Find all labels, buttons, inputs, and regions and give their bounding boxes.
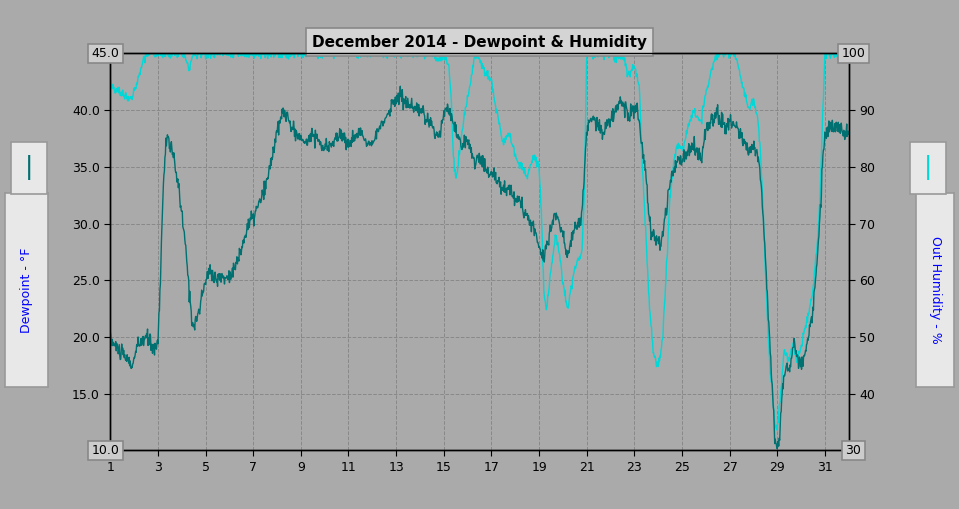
Text: Dewpoint - °F: Dewpoint - °F — [20, 247, 33, 333]
Text: 10.0: 10.0 — [91, 444, 120, 457]
Text: 30: 30 — [846, 444, 861, 457]
Text: |: | — [924, 155, 932, 181]
Title: December 2014 - Dewpoint & Humidity: December 2014 - Dewpoint & Humidity — [312, 35, 647, 49]
Text: 45.0: 45.0 — [91, 47, 120, 60]
Text: Out Humidity - %: Out Humidity - % — [928, 236, 942, 344]
Text: 100: 100 — [842, 47, 865, 60]
Text: |: | — [25, 155, 33, 181]
